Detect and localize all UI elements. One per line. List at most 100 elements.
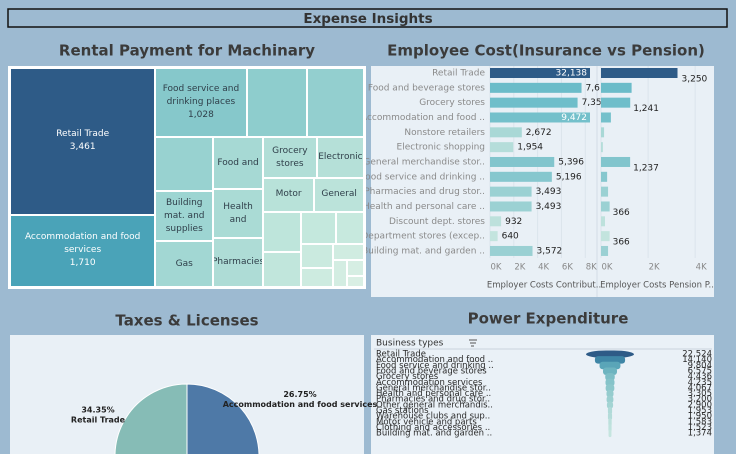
value-label: 9,804	[688, 361, 712, 371]
funnel-bar	[606, 401, 614, 409]
panel	[371, 335, 714, 454]
value-label: 1,237	[633, 163, 659, 173]
cell-label: Grocery stores	[272, 145, 308, 169]
bar	[601, 201, 610, 212]
bar	[601, 216, 606, 227]
category-label: Discount dept. stores	[389, 217, 485, 227]
value-label: 1,374	[688, 429, 712, 439]
cell-label: Pharmacies	[213, 257, 263, 268]
column-header: Business types	[376, 339, 444, 349]
category-label: Motor vehicle and parts	[376, 417, 477, 427]
sort-icon	[469, 339, 477, 347]
bar	[601, 171, 608, 182]
category-label: Food service and drinking ..	[376, 361, 494, 371]
cell-value: 1,028	[188, 110, 214, 121]
category-label: Retail Trade	[376, 350, 426, 360]
pie-slice	[114, 383, 188, 454]
value-label: 4,067	[688, 383, 712, 393]
bar	[490, 127, 522, 138]
pie-category-label: Accommodation and food services	[223, 400, 378, 409]
category-label: Department stores (excep..	[361, 232, 485, 242]
x-tick-label: 8K	[586, 263, 597, 273]
bar	[601, 186, 609, 197]
category-label: Warehouse clubs and sup..	[376, 412, 490, 422]
value-label: 3,572	[537, 246, 563, 256]
treemap-cell	[307, 68, 364, 138]
value-label: 1,523	[688, 423, 712, 433]
treemap-cell	[335, 211, 364, 245]
value-label: 1,953	[688, 406, 712, 416]
bar	[490, 186, 532, 197]
treemap-cell	[262, 251, 302, 287]
bar	[601, 156, 631, 167]
cell-label: Food and	[217, 157, 259, 168]
bar	[601, 82, 632, 93]
category-label: Gas stations	[376, 406, 429, 416]
value-label: 4,235	[688, 378, 712, 388]
treemap-cell	[155, 137, 214, 192]
funnel-bar	[586, 350, 634, 358]
cell-label: Building mat. and supplies	[164, 197, 205, 234]
funnel-bar	[605, 373, 615, 381]
bar	[490, 201, 532, 212]
x-tick-label: 2K	[649, 263, 660, 273]
value-label: 932	[505, 217, 522, 227]
funnel-bar	[605, 378, 615, 387]
category-label: Pharmacies and drug stor..	[376, 395, 490, 405]
category-label: Food service and drinking ..	[360, 172, 485, 182]
value-label: 3,305	[688, 389, 712, 399]
category-label: Accommodation and food ..	[361, 113, 485, 123]
value-label: 2,900	[688, 400, 712, 410]
funnel-bar	[608, 423, 612, 432]
x-tick-label: 6K	[562, 263, 573, 273]
category-label: Nonstore retailers	[404, 128, 485, 138]
category-label: Retail Trade	[432, 69, 485, 79]
funnel-bar	[608, 429, 612, 438]
value-label: 7,356	[582, 98, 608, 108]
treemap-cell: Retail Trade 3,461	[10, 68, 156, 215]
treemap-cell: Motor	[262, 177, 315, 212]
treemap-cell	[333, 260, 347, 287]
bar	[490, 216, 502, 227]
treemap-cell	[346, 260, 364, 277]
funnel-bar	[607, 407, 613, 415]
treemap-cell: Electronic	[316, 137, 364, 178]
treemap-cell: General	[314, 177, 364, 212]
bar	[601, 68, 678, 78]
category-label: Electronic shopping	[397, 143, 485, 153]
value-label: 2,672	[526, 128, 552, 138]
bar	[490, 142, 514, 153]
chart-title: Power Expenditure	[468, 310, 629, 328]
value-label: 640	[502, 232, 519, 242]
category-label: Health and personal care ..	[363, 202, 485, 212]
funnel-bar	[606, 390, 614, 398]
value-label: 5,196	[556, 172, 582, 182]
x-tick-label: 0K	[602, 263, 613, 273]
category-label: Grocery stores	[376, 372, 439, 382]
axis-title: Employer Costs Pension P..	[600, 281, 714, 291]
value-label: 3,200	[688, 395, 712, 405]
treemap-cell	[333, 244, 364, 261]
cell-label: Food service and drinking places	[162, 84, 240, 108]
value-label: 1,583	[688, 417, 712, 427]
x-tick-label: 4K	[696, 263, 707, 273]
cell-value: 1,710	[69, 258, 96, 269]
value-label: 32,138	[556, 69, 588, 79]
dashboard-title: Expense Insights	[303, 11, 432, 27]
x-tick-label: 4K	[538, 263, 549, 273]
category-label: Food and beverage stores	[368, 83, 485, 93]
category-label: Food and beverage stores	[376, 366, 487, 376]
category-label: Accommodation services	[376, 378, 483, 388]
bar	[601, 231, 610, 242]
treemap-cell	[301, 267, 334, 287]
bar	[490, 156, 555, 167]
pie-value-label: 26.75%	[283, 390, 316, 399]
cell-label: Motor	[275, 189, 302, 200]
chart-title: Rental Payment for Machinary	[59, 42, 315, 60]
title-bar	[7, 8, 728, 28]
treemap-cell: Grocery stores	[262, 137, 317, 178]
category-label: Pharmacies and drug stor..	[364, 187, 485, 197]
category-label: General merchandise stor..	[376, 383, 491, 393]
